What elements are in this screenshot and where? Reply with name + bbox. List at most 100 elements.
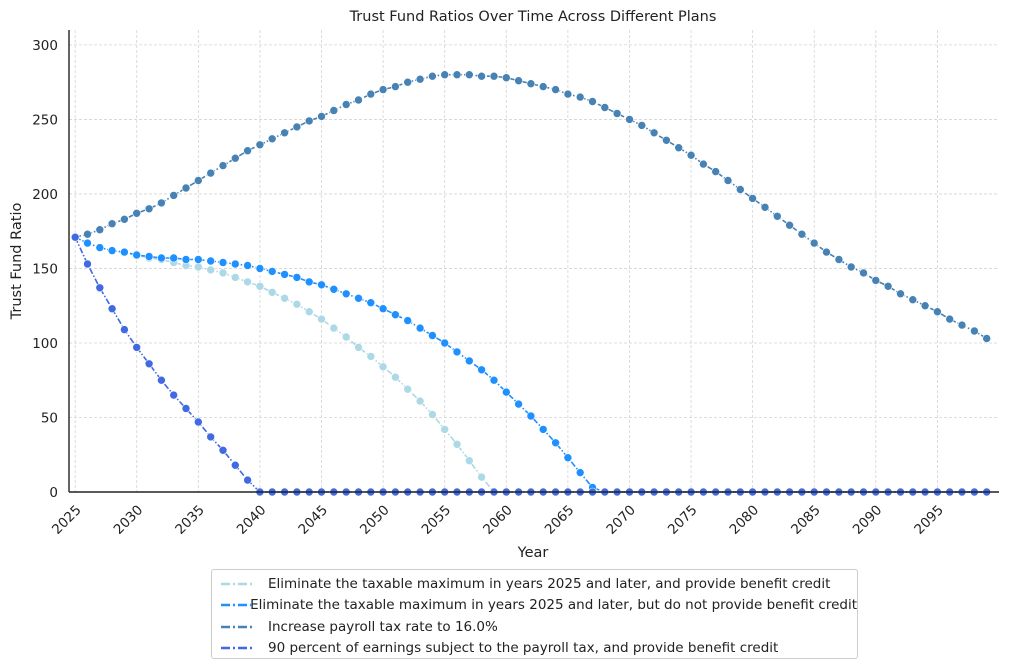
- legend-label: Eliminate the taxable maximum in years 2…: [268, 575, 831, 592]
- data-point: [822, 247, 831, 257]
- data-point: [588, 97, 597, 106]
- data-point: [218, 445, 228, 455]
- data-point: [218, 258, 228, 267]
- data-point: [341, 289, 351, 299]
- data-point: [157, 253, 166, 263]
- y-tick-label: 100: [32, 336, 58, 352]
- series-line: [74, 236, 987, 493]
- series-line: [74, 236, 987, 493]
- data-point: [292, 273, 302, 282]
- data-point: [464, 356, 474, 366]
- data-point: [280, 128, 289, 138]
- legend-swatch: [220, 622, 254, 632]
- data-point: [575, 92, 585, 102]
- data-point: [908, 295, 918, 305]
- data-point: [194, 176, 203, 185]
- data-point: [440, 70, 450, 79]
- y-tick-label: 300: [32, 38, 58, 54]
- data-point: [132, 209, 141, 218]
- data-point: [637, 121, 647, 130]
- data-point: [120, 215, 129, 224]
- data-point: [440, 338, 450, 348]
- data-point: [526, 79, 536, 88]
- data-point: [292, 122, 302, 132]
- x-tick-label: 2025: [49, 502, 85, 538]
- data-point: [686, 150, 696, 160]
- data-point: [846, 262, 856, 272]
- data-point: [317, 112, 326, 121]
- data-point: [194, 255, 203, 264]
- data-point: [551, 85, 560, 94]
- data-point: [477, 365, 486, 375]
- data-point: [206, 265, 215, 275]
- data-point: [834, 255, 844, 264]
- data-point: [107, 246, 117, 255]
- legend-item: 90 percent of earnings subject to the pa…: [220, 638, 857, 660]
- data-point: [255, 140, 265, 150]
- data-point: [391, 82, 400, 91]
- x-tick-label: 2030: [111, 502, 147, 538]
- data-point: [575, 468, 585, 477]
- data-point: [809, 238, 819, 248]
- y-tick-label: 50: [41, 410, 58, 426]
- data-point: [169, 253, 178, 263]
- data-point: [760, 203, 770, 212]
- data-point: [699, 159, 708, 169]
- data-point: [415, 74, 425, 84]
- data-point: [243, 277, 252, 287]
- axes: [68, 30, 999, 493]
- x-tick-label: 2095: [911, 502, 947, 538]
- data-point: [452, 70, 462, 79]
- data-point: [662, 136, 671, 145]
- data-point: [194, 262, 203, 272]
- data-point: [255, 281, 265, 291]
- data-point: [181, 404, 191, 413]
- data-point: [194, 417, 203, 427]
- data-point: [157, 198, 166, 208]
- data-point: [403, 384, 413, 394]
- data-point: [501, 73, 511, 82]
- data-point: [501, 387, 511, 397]
- data-point: [70, 232, 80, 242]
- data-point: [982, 334, 992, 343]
- series-3: [70, 70, 992, 343]
- data-point: [243, 475, 252, 485]
- data-point: [772, 212, 782, 221]
- data-point: [341, 100, 351, 109]
- data-point: [785, 220, 794, 230]
- data-point: [391, 372, 400, 382]
- legend-swatch: [220, 643, 254, 653]
- data-point: [625, 115, 634, 124]
- y-axis-label: Trust Fund Ratio: [9, 203, 25, 321]
- data-point: [354, 95, 363, 105]
- data-point: [83, 238, 92, 248]
- data-point: [489, 375, 499, 385]
- y-tick-label: 150: [32, 261, 58, 277]
- data-point: [563, 89, 573, 99]
- data-point: [267, 134, 277, 144]
- x-axis-label: Year: [517, 545, 549, 561]
- data-point: [464, 456, 474, 466]
- data-point: [970, 326, 979, 336]
- data-point: [711, 167, 721, 176]
- y-tick-label: 0: [49, 485, 58, 501]
- data-point: [957, 320, 967, 330]
- data-point: [144, 359, 154, 369]
- data-point: [280, 270, 289, 279]
- data-point: [723, 176, 733, 185]
- data-point: [428, 331, 437, 340]
- data-point: [267, 287, 277, 297]
- x-tick-label: 2080: [727, 502, 763, 538]
- data-point: [403, 316, 413, 325]
- data-point: [477, 472, 486, 482]
- data-point: [415, 396, 425, 406]
- data-point: [120, 325, 129, 334]
- data-point: [83, 259, 92, 269]
- data-point: [526, 411, 536, 421]
- data-point: [538, 82, 548, 91]
- data-point: [428, 71, 437, 81]
- series-line: [74, 236, 987, 493]
- data-point: [883, 281, 893, 291]
- data-point: [157, 375, 166, 385]
